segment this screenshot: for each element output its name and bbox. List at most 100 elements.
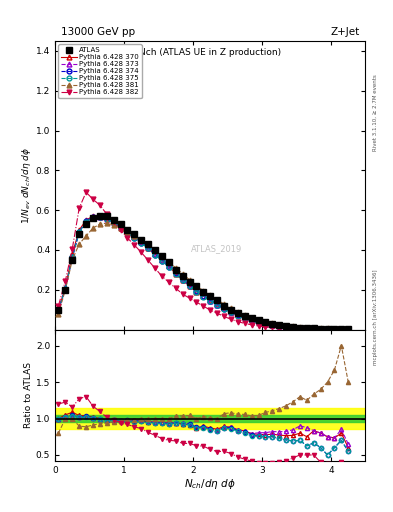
Pythia 6.428 381 (215, 296, 220, 303)
Pythia 6.428 374 (194, 288, 199, 294)
Pythia 6.428 381 (153, 247, 158, 253)
Pythia 6.428 373 (256, 319, 261, 325)
Pythia 6.428 373 (139, 239, 143, 245)
Pythia 6.428 370 (160, 257, 164, 263)
Pythia 6.428 373 (70, 255, 75, 261)
Pythia 6.428 373 (325, 326, 330, 332)
Pythia 6.428 373 (318, 326, 323, 332)
Pythia 6.428 381 (105, 220, 109, 226)
Pythia 6.428 382 (298, 326, 302, 332)
Pythia 6.428 375 (277, 324, 282, 330)
Text: Rivet 3.1.10, ≥ 2.7M events: Rivet 3.1.10, ≥ 2.7M events (373, 74, 378, 151)
Pythia 6.428 370 (97, 213, 102, 219)
Pythia 6.428 373 (291, 324, 296, 330)
Pythia 6.428 381 (346, 326, 351, 332)
Pythia 6.428 374 (277, 324, 282, 330)
Pythia 6.428 375 (256, 319, 261, 326)
Pythia 6.428 370 (111, 219, 116, 225)
Pythia 6.428 375 (77, 229, 81, 236)
Pythia 6.428 370 (125, 229, 130, 235)
Pythia 6.428 381 (167, 259, 171, 265)
Pythia 6.428 370 (201, 293, 206, 299)
Pythia 6.428 375 (105, 216, 109, 222)
ATLAS (153, 247, 158, 253)
ATLAS (63, 287, 68, 293)
Pythia 6.428 382 (173, 285, 178, 291)
Pythia 6.428 382 (222, 313, 226, 319)
Text: ATLAS_2019: ATLAS_2019 (191, 244, 242, 253)
Line: Pythia 6.428 381: Pythia 6.428 381 (56, 221, 351, 331)
Pythia 6.428 374 (222, 306, 226, 312)
Pythia 6.428 381 (263, 319, 268, 325)
Pythia 6.428 382 (167, 279, 171, 285)
Pythia 6.428 382 (318, 326, 323, 332)
Pythia 6.428 375 (284, 324, 288, 330)
Pythia 6.428 370 (56, 307, 61, 313)
Pythia 6.428 373 (132, 234, 137, 240)
Pythia 6.428 381 (77, 241, 81, 247)
Pythia 6.428 382 (111, 219, 116, 225)
Pythia 6.428 374 (70, 254, 75, 260)
ATLAS (270, 321, 275, 327)
ATLAS (77, 231, 81, 237)
Pythia 6.428 370 (146, 245, 151, 251)
Pythia 6.428 382 (339, 326, 344, 332)
Pythia 6.428 370 (63, 285, 68, 291)
Pythia 6.428 370 (298, 325, 302, 331)
Pythia 6.428 381 (235, 309, 240, 315)
Pythia 6.428 375 (215, 302, 220, 308)
Pythia 6.428 375 (84, 219, 88, 225)
ATLAS (139, 237, 143, 243)
ATLAS (332, 326, 337, 332)
Pythia 6.428 370 (284, 324, 288, 330)
Pythia 6.428 374 (125, 229, 130, 236)
Pythia 6.428 381 (270, 321, 275, 327)
ATLAS (311, 325, 316, 331)
Pythia 6.428 382 (332, 326, 337, 332)
Pythia 6.428 370 (305, 325, 309, 331)
Pythia 6.428 370 (84, 217, 88, 223)
Pythia 6.428 373 (105, 216, 109, 222)
Pythia 6.428 381 (305, 325, 309, 331)
Pythia 6.428 375 (91, 215, 95, 221)
Pythia 6.428 373 (229, 309, 233, 315)
Pythia 6.428 382 (153, 265, 158, 271)
Pythia 6.428 374 (229, 309, 233, 315)
Pythia 6.428 381 (332, 326, 337, 332)
Pythia 6.428 382 (249, 322, 254, 328)
Pythia 6.428 373 (339, 326, 344, 332)
Pythia 6.428 382 (215, 310, 220, 316)
Pythia 6.428 382 (325, 326, 330, 332)
Pythia 6.428 375 (242, 315, 247, 322)
ATLAS (111, 217, 116, 223)
Pythia 6.428 370 (139, 239, 143, 245)
Text: 13000 GeV pp: 13000 GeV pp (61, 27, 135, 37)
Pythia 6.428 373 (146, 244, 151, 250)
Pythia 6.428 381 (97, 221, 102, 227)
Y-axis label: $1/N_{ev}\ dN_{ch}/d\eta\ d\phi$: $1/N_{ev}\ dN_{ch}/d\eta\ d\phi$ (20, 147, 33, 224)
Pythia 6.428 374 (215, 302, 220, 308)
ATLAS (160, 253, 164, 259)
Pythia 6.428 375 (263, 321, 268, 327)
Pythia 6.428 373 (167, 263, 171, 269)
Pythia 6.428 375 (125, 230, 130, 236)
Pythia 6.428 374 (332, 326, 337, 332)
Pythia 6.428 381 (84, 233, 88, 239)
ATLAS (201, 289, 206, 295)
ATLAS (187, 279, 192, 285)
Pythia 6.428 373 (160, 257, 164, 263)
Pythia 6.428 381 (194, 283, 199, 289)
ATLAS (277, 322, 282, 328)
Pythia 6.428 373 (298, 325, 302, 331)
Pythia 6.428 375 (97, 214, 102, 220)
Pythia 6.428 370 (118, 225, 123, 231)
Pythia 6.428 374 (339, 326, 344, 332)
Text: Nch (ATLAS UE in Z production): Nch (ATLAS UE in Z production) (139, 48, 281, 57)
Pythia 6.428 382 (91, 196, 95, 202)
Pythia 6.428 382 (208, 307, 213, 313)
Pythia 6.428 382 (194, 299, 199, 305)
Pythia 6.428 373 (201, 293, 206, 299)
Pythia 6.428 382 (132, 242, 137, 248)
ATLAS (339, 326, 344, 332)
Pythia 6.428 375 (111, 220, 116, 226)
